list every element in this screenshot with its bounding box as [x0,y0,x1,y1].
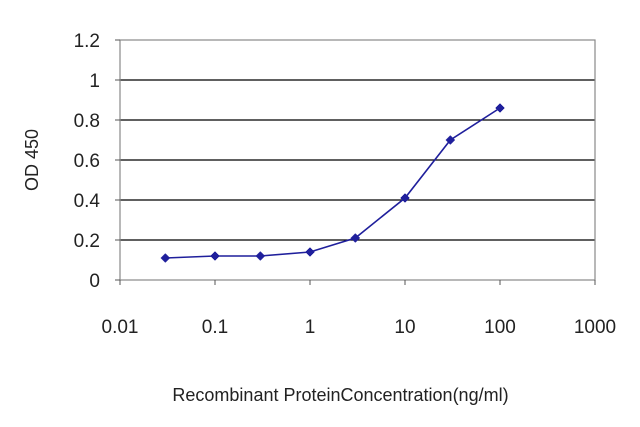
x-tick-label: 1000 [574,317,616,338]
y-tick-label: 0.6 [74,151,100,172]
data-point-marker [350,233,361,243]
y-tick-label: 0 [89,271,100,292]
x-axis-ticks: 0.01 0.1 1 10 100 1000 [102,280,616,338]
y-tick-label: 0.8 [74,111,100,132]
x-tick-label: 1 [305,317,316,338]
data-point-marker [160,253,171,263]
data-point-marker [210,251,220,261]
y-axis-ticks: 0 0.2 0.4 0.6 0.8 1 1.2 [74,31,120,292]
grid-layer [120,79,595,241]
y-tick-label: 1.2 [74,31,100,52]
x-tick-label: 10 [394,317,415,338]
x-axis-title: Recombinant ProteinConcentration(ng/ml) [172,385,508,405]
data-point-marker [255,251,266,261]
x-tick-label: 100 [484,317,516,338]
x-tick-label: 0.01 [102,317,139,338]
x-tick-label: 0.1 [202,317,228,338]
y-tick-label: 1 [89,71,100,92]
data-point-marker [400,193,410,203]
data-point-marker [495,103,505,113]
y-axis-title: OD 450 [22,129,42,191]
series-layer [160,103,505,263]
y-tick-label: 0.4 [74,191,101,212]
y-tick-label: 0.2 [74,231,100,252]
series-line [165,107,501,259]
data-point-marker [305,247,315,257]
data-point-marker [445,135,456,145]
